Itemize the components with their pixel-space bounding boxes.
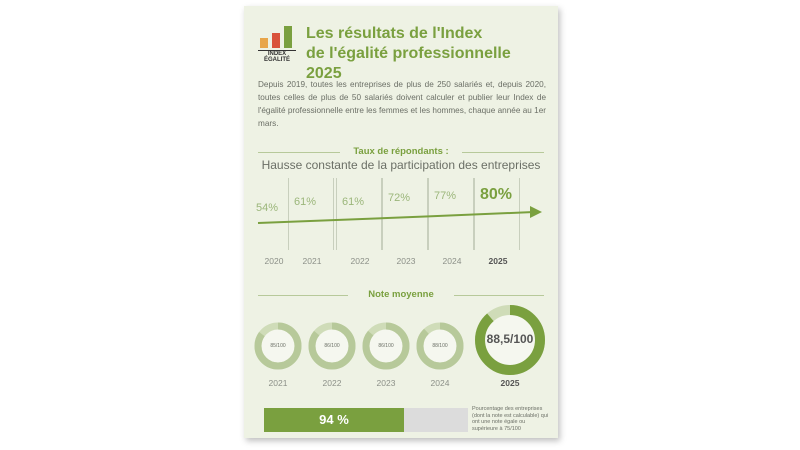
score-donut-2025	[475, 305, 545, 375]
logo-text-line2: ÉGALITÉ	[263, 57, 290, 63]
score-donut-2024	[416, 322, 464, 370]
respondents-subheading: Hausse constante de la participation des…	[261, 158, 541, 172]
respondent-value-2021: 61%	[294, 196, 317, 208]
intro-paragraph: Depuis 2019, toutes les entreprises de p…	[258, 80, 546, 128]
respondent-year-2022: 2022	[350, 256, 370, 266]
respondent-value-2025: 80%	[480, 186, 513, 203]
respondent-value-2020: 54%	[256, 202, 279, 214]
respondent-value-2024: 77%	[434, 190, 457, 202]
score-label-2022: 86/100	[324, 343, 340, 349]
trend-line	[257, 211, 535, 224]
logo-bars	[258, 26, 296, 48]
score-year-2021: 2021	[268, 378, 288, 388]
score-donut-2021	[254, 322, 302, 370]
divider-right-2	[454, 295, 544, 296]
timeline-cell	[382, 178, 428, 250]
respondent-year-2024: 2024	[442, 256, 462, 266]
score-arc-2025	[475, 305, 545, 375]
title-line2: de l'égalité professionnelle 2025	[306, 45, 511, 82]
share-note: Pourcentage des entreprises (dont la not…	[472, 406, 549, 432]
respondent-year-2020: 2020	[264, 256, 284, 266]
divider-left-2	[258, 295, 348, 296]
score-label-2024: 88/100	[432, 343, 448, 349]
respondent-year-2023: 2023	[396, 256, 416, 266]
timeline-cell	[336, 178, 382, 250]
share-value: 94 %	[319, 412, 349, 427]
score-donut-2023	[362, 322, 410, 370]
logo-bar-1	[260, 38, 268, 48]
respondent-year-2025: 2025	[488, 256, 508, 266]
respondents-heading: Taux de répondants :	[353, 146, 449, 157]
score-label-2025: 88,5/100	[486, 332, 534, 346]
trend-arrow-head	[530, 206, 542, 218]
respondent-year-2021: 2021	[302, 256, 322, 266]
score-year-2023: 2023	[376, 378, 396, 388]
score-arc-2022	[308, 322, 356, 370]
share-bar-fill	[264, 408, 404, 432]
timeline-cell	[288, 178, 334, 250]
trend-arrow	[257, 206, 542, 224]
score-year-2022: 2022	[322, 378, 342, 388]
logo-text: INDEX ÉGALITÉ	[258, 50, 296, 63]
divider-left	[258, 152, 340, 153]
note-moyenne-heading: Note moyenne	[368, 289, 434, 300]
title-line1: Les résultats de l'Index	[306, 25, 483, 42]
score-label-2023: 86/100	[378, 343, 394, 349]
infographic-sheet: INDEX ÉGALITÉ Les résultats de l'Index d…	[244, 6, 558, 438]
divider-right	[462, 152, 544, 153]
logo-bar-2	[272, 33, 280, 48]
score-arc-2023	[362, 322, 410, 370]
respondent-value-2022: 61%	[342, 196, 365, 208]
page-title: Les résultats de l'Index de l'égalité pr…	[306, 24, 546, 84]
respondent-value-2023: 72%	[388, 192, 411, 204]
logo-bar-3	[284, 26, 292, 48]
score-label-2021: 85/100	[270, 343, 286, 349]
logo-text-line1: INDEX	[267, 51, 287, 57]
score-arc-2021	[254, 322, 302, 370]
score-arc-2024	[416, 322, 464, 370]
score-year-2024: 2024	[430, 378, 450, 388]
index-egalite-logo: INDEX ÉGALITÉ	[258, 26, 296, 63]
score-year-2025: 2025	[500, 378, 520, 388]
score-donut-2022	[308, 322, 356, 370]
